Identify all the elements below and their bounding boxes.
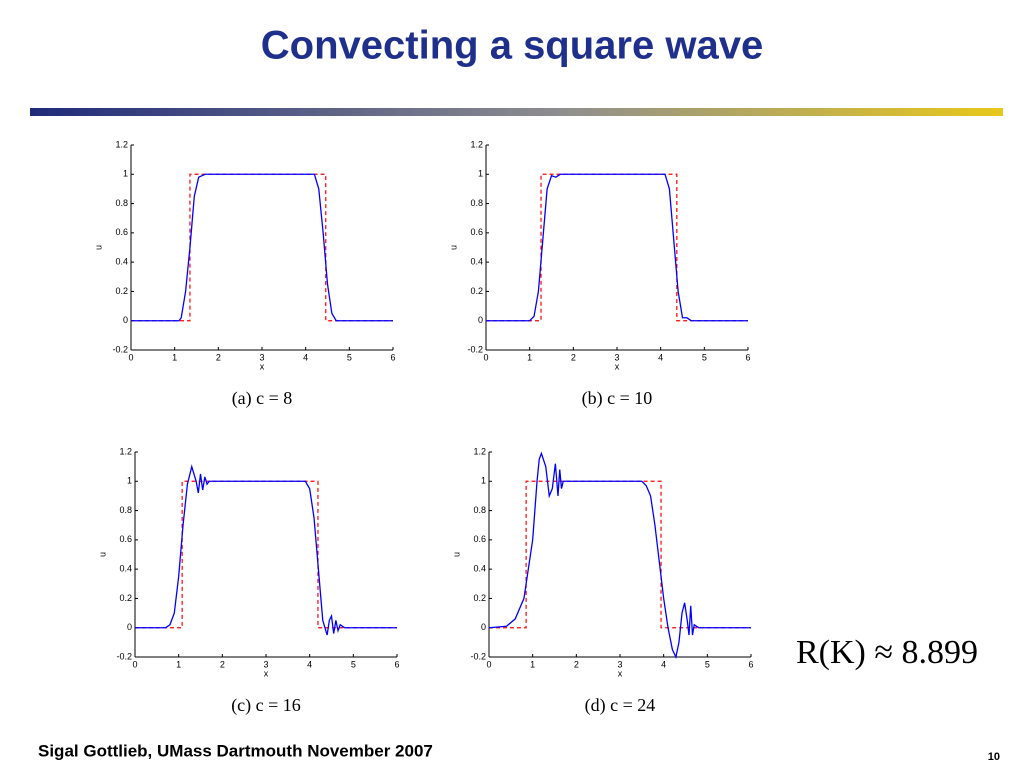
x-tick-label: 5 bbox=[347, 352, 352, 362]
data-line bbox=[131, 173, 393, 322]
x-tick-label: 1 bbox=[172, 352, 177, 362]
page-number: 10 bbox=[988, 751, 1000, 763]
data-line bbox=[488, 451, 751, 660]
y-tick-label: 0.4 bbox=[473, 564, 486, 574]
y-tick-label: 0.8 bbox=[115, 198, 128, 208]
y-tick-label: 0 bbox=[478, 315, 483, 325]
y-tick-label: 0.2 bbox=[115, 286, 128, 296]
y-tick-label: 0.2 bbox=[473, 593, 486, 603]
y-tick-label: 1.2 bbox=[470, 139, 483, 149]
x-tick-label: 0 bbox=[128, 352, 133, 362]
x-tick-label: 4 bbox=[307, 659, 312, 669]
y-tick-label: 0.8 bbox=[470, 198, 483, 208]
y-tick-label: 1 bbox=[127, 476, 132, 486]
x-axis-label: x bbox=[615, 361, 620, 371]
y-tick-label: 0 bbox=[481, 622, 486, 632]
y-tick-label: 1 bbox=[478, 169, 483, 179]
y-axis-label: u bbox=[93, 245, 103, 250]
x-tick-label: 2 bbox=[216, 352, 221, 362]
y-tick-label: 0.6 bbox=[470, 227, 483, 237]
x-tick-label: 6 bbox=[745, 352, 750, 362]
y-tick-label: 0.2 bbox=[119, 593, 132, 603]
y-axis-label: u bbox=[97, 552, 107, 557]
y-tick-label: 0.6 bbox=[119, 534, 132, 544]
x-tick-label: 2 bbox=[571, 352, 576, 362]
x-tick-label: 2 bbox=[574, 659, 579, 669]
x-tick-label: 5 bbox=[702, 352, 707, 362]
y-tick-label: 0.8 bbox=[473, 505, 486, 515]
slide-title: Convecting a square wave bbox=[261, 24, 763, 68]
y-axis-label: u bbox=[448, 245, 458, 250]
x-axis-label: x bbox=[264, 668, 269, 678]
x-tick-label: 6 bbox=[394, 659, 399, 669]
x-tick-label: 1 bbox=[530, 659, 535, 669]
x-tick-label: 2 bbox=[220, 659, 225, 669]
annotation: R(K) ≈ 8.899 bbox=[796, 634, 978, 671]
x-tick-label: 3 bbox=[617, 659, 622, 669]
y-tick-label: 1.2 bbox=[119, 446, 132, 456]
data-line bbox=[131, 173, 393, 322]
x-tick-label: 1 bbox=[527, 352, 532, 362]
caption: (a) c = 8 bbox=[232, 388, 293, 409]
data-line bbox=[135, 464, 397, 636]
x-tick-label: 0 bbox=[483, 352, 488, 362]
caption: (c) c = 16 bbox=[231, 695, 301, 716]
x-tick-label: 3 bbox=[263, 659, 268, 669]
y-tick-label: -0.2 bbox=[112, 344, 128, 354]
y-tick-label: -0.2 bbox=[470, 651, 486, 661]
caption: (d) c = 24 bbox=[585, 695, 656, 716]
caption: (b) c = 10 bbox=[582, 388, 653, 409]
y-tick-label: 1 bbox=[123, 169, 128, 179]
footer: Sigal Gottlieb, UMass Dartmouth November… bbox=[38, 741, 433, 760]
x-tick-label: 4 bbox=[661, 659, 666, 669]
y-tick-label: -0.2 bbox=[116, 651, 132, 661]
x-tick-label: 0 bbox=[132, 659, 137, 669]
y-tick-label: 0.4 bbox=[470, 257, 483, 267]
y-tick-label: -0.2 bbox=[467, 344, 483, 354]
y-tick-label: 0.4 bbox=[115, 257, 128, 267]
y-tick-label: 0.6 bbox=[115, 227, 128, 237]
x-tick-label: 1 bbox=[176, 659, 181, 669]
y-tick-label: 0 bbox=[123, 315, 128, 325]
x-tick-label: 5 bbox=[705, 659, 710, 669]
data-line bbox=[486, 173, 748, 322]
y-axis-label: u bbox=[451, 552, 461, 557]
x-tick-label: 3 bbox=[259, 352, 264, 362]
x-tick-label: 4 bbox=[303, 352, 308, 362]
x-tick-label: 6 bbox=[390, 352, 395, 362]
y-tick-label: 0 bbox=[127, 622, 132, 632]
data-line bbox=[135, 480, 397, 629]
x-tick-label: 4 bbox=[658, 352, 663, 362]
y-tick-label: 0.2 bbox=[470, 286, 483, 296]
data-line bbox=[489, 480, 751, 629]
y-tick-label: 1 bbox=[481, 476, 486, 486]
x-tick-label: 0 bbox=[486, 659, 491, 669]
title-rule bbox=[30, 108, 1003, 116]
y-tick-label: 1.2 bbox=[473, 446, 486, 456]
y-tick-label: 1.2 bbox=[115, 139, 128, 149]
data-line bbox=[486, 173, 748, 322]
y-tick-label: 0.4 bbox=[119, 564, 132, 574]
y-tick-label: 0.8 bbox=[119, 505, 132, 515]
x-tick-label: 5 bbox=[351, 659, 356, 669]
y-tick-label: 0.6 bbox=[473, 534, 486, 544]
x-axis-label: x bbox=[260, 361, 265, 371]
x-tick-label: 3 bbox=[614, 352, 619, 362]
x-axis-label: x bbox=[618, 668, 623, 678]
x-tick-label: 6 bbox=[748, 659, 753, 669]
